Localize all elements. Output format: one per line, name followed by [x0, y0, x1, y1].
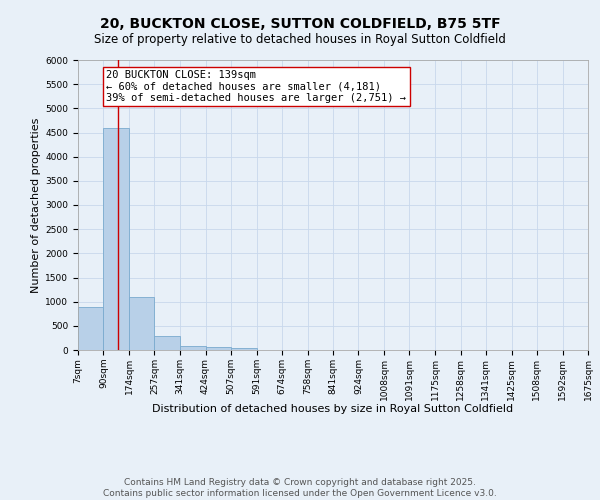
Bar [78, 306, 103, 350]
Text: Size of property relative to detached houses in Royal Sutton Coldfield: Size of property relative to detached ho… [94, 32, 506, 46]
Bar [103, 128, 129, 350]
Bar [129, 297, 154, 350]
Bar [154, 336, 180, 350]
X-axis label: Distribution of detached houses by size in Royal Sutton Coldfield: Distribution of detached houses by size … [152, 404, 514, 414]
Bar [180, 346, 205, 350]
Text: 20 BUCKTON CLOSE: 139sqm
← 60% of detached houses are smaller (4,181)
39% of sem: 20 BUCKTON CLOSE: 139sqm ← 60% of detach… [106, 70, 406, 103]
Text: Contains HM Land Registry data © Crown copyright and database right 2025.
Contai: Contains HM Land Registry data © Crown c… [103, 478, 497, 498]
Bar [205, 347, 231, 350]
Text: 20, BUCKTON CLOSE, SUTTON COLDFIELD, B75 5TF: 20, BUCKTON CLOSE, SUTTON COLDFIELD, B75… [100, 18, 500, 32]
Y-axis label: Number of detached properties: Number of detached properties [31, 118, 41, 292]
Bar [231, 348, 257, 350]
